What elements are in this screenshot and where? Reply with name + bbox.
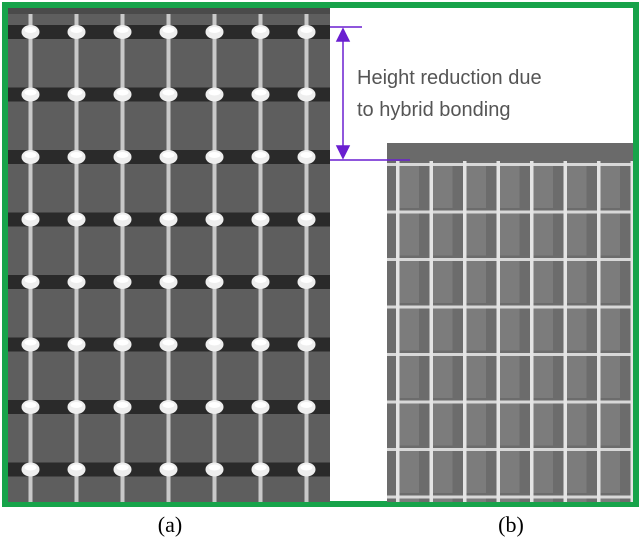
image-b bbox=[387, 143, 633, 502]
panel-label: (b) bbox=[498, 512, 524, 537]
image-a-edge bbox=[8, 8, 330, 14]
figure: Height reduction due to hybrid bonding (… bbox=[0, 0, 641, 546]
panel-label: (a) bbox=[158, 512, 182, 537]
annotation-line: to hybrid bonding bbox=[357, 99, 510, 121]
height-arrow bbox=[330, 27, 410, 160]
image-a bbox=[8, 8, 330, 502]
annotation-line: Height reduction due bbox=[357, 67, 542, 89]
image-b-top bbox=[387, 143, 633, 161]
